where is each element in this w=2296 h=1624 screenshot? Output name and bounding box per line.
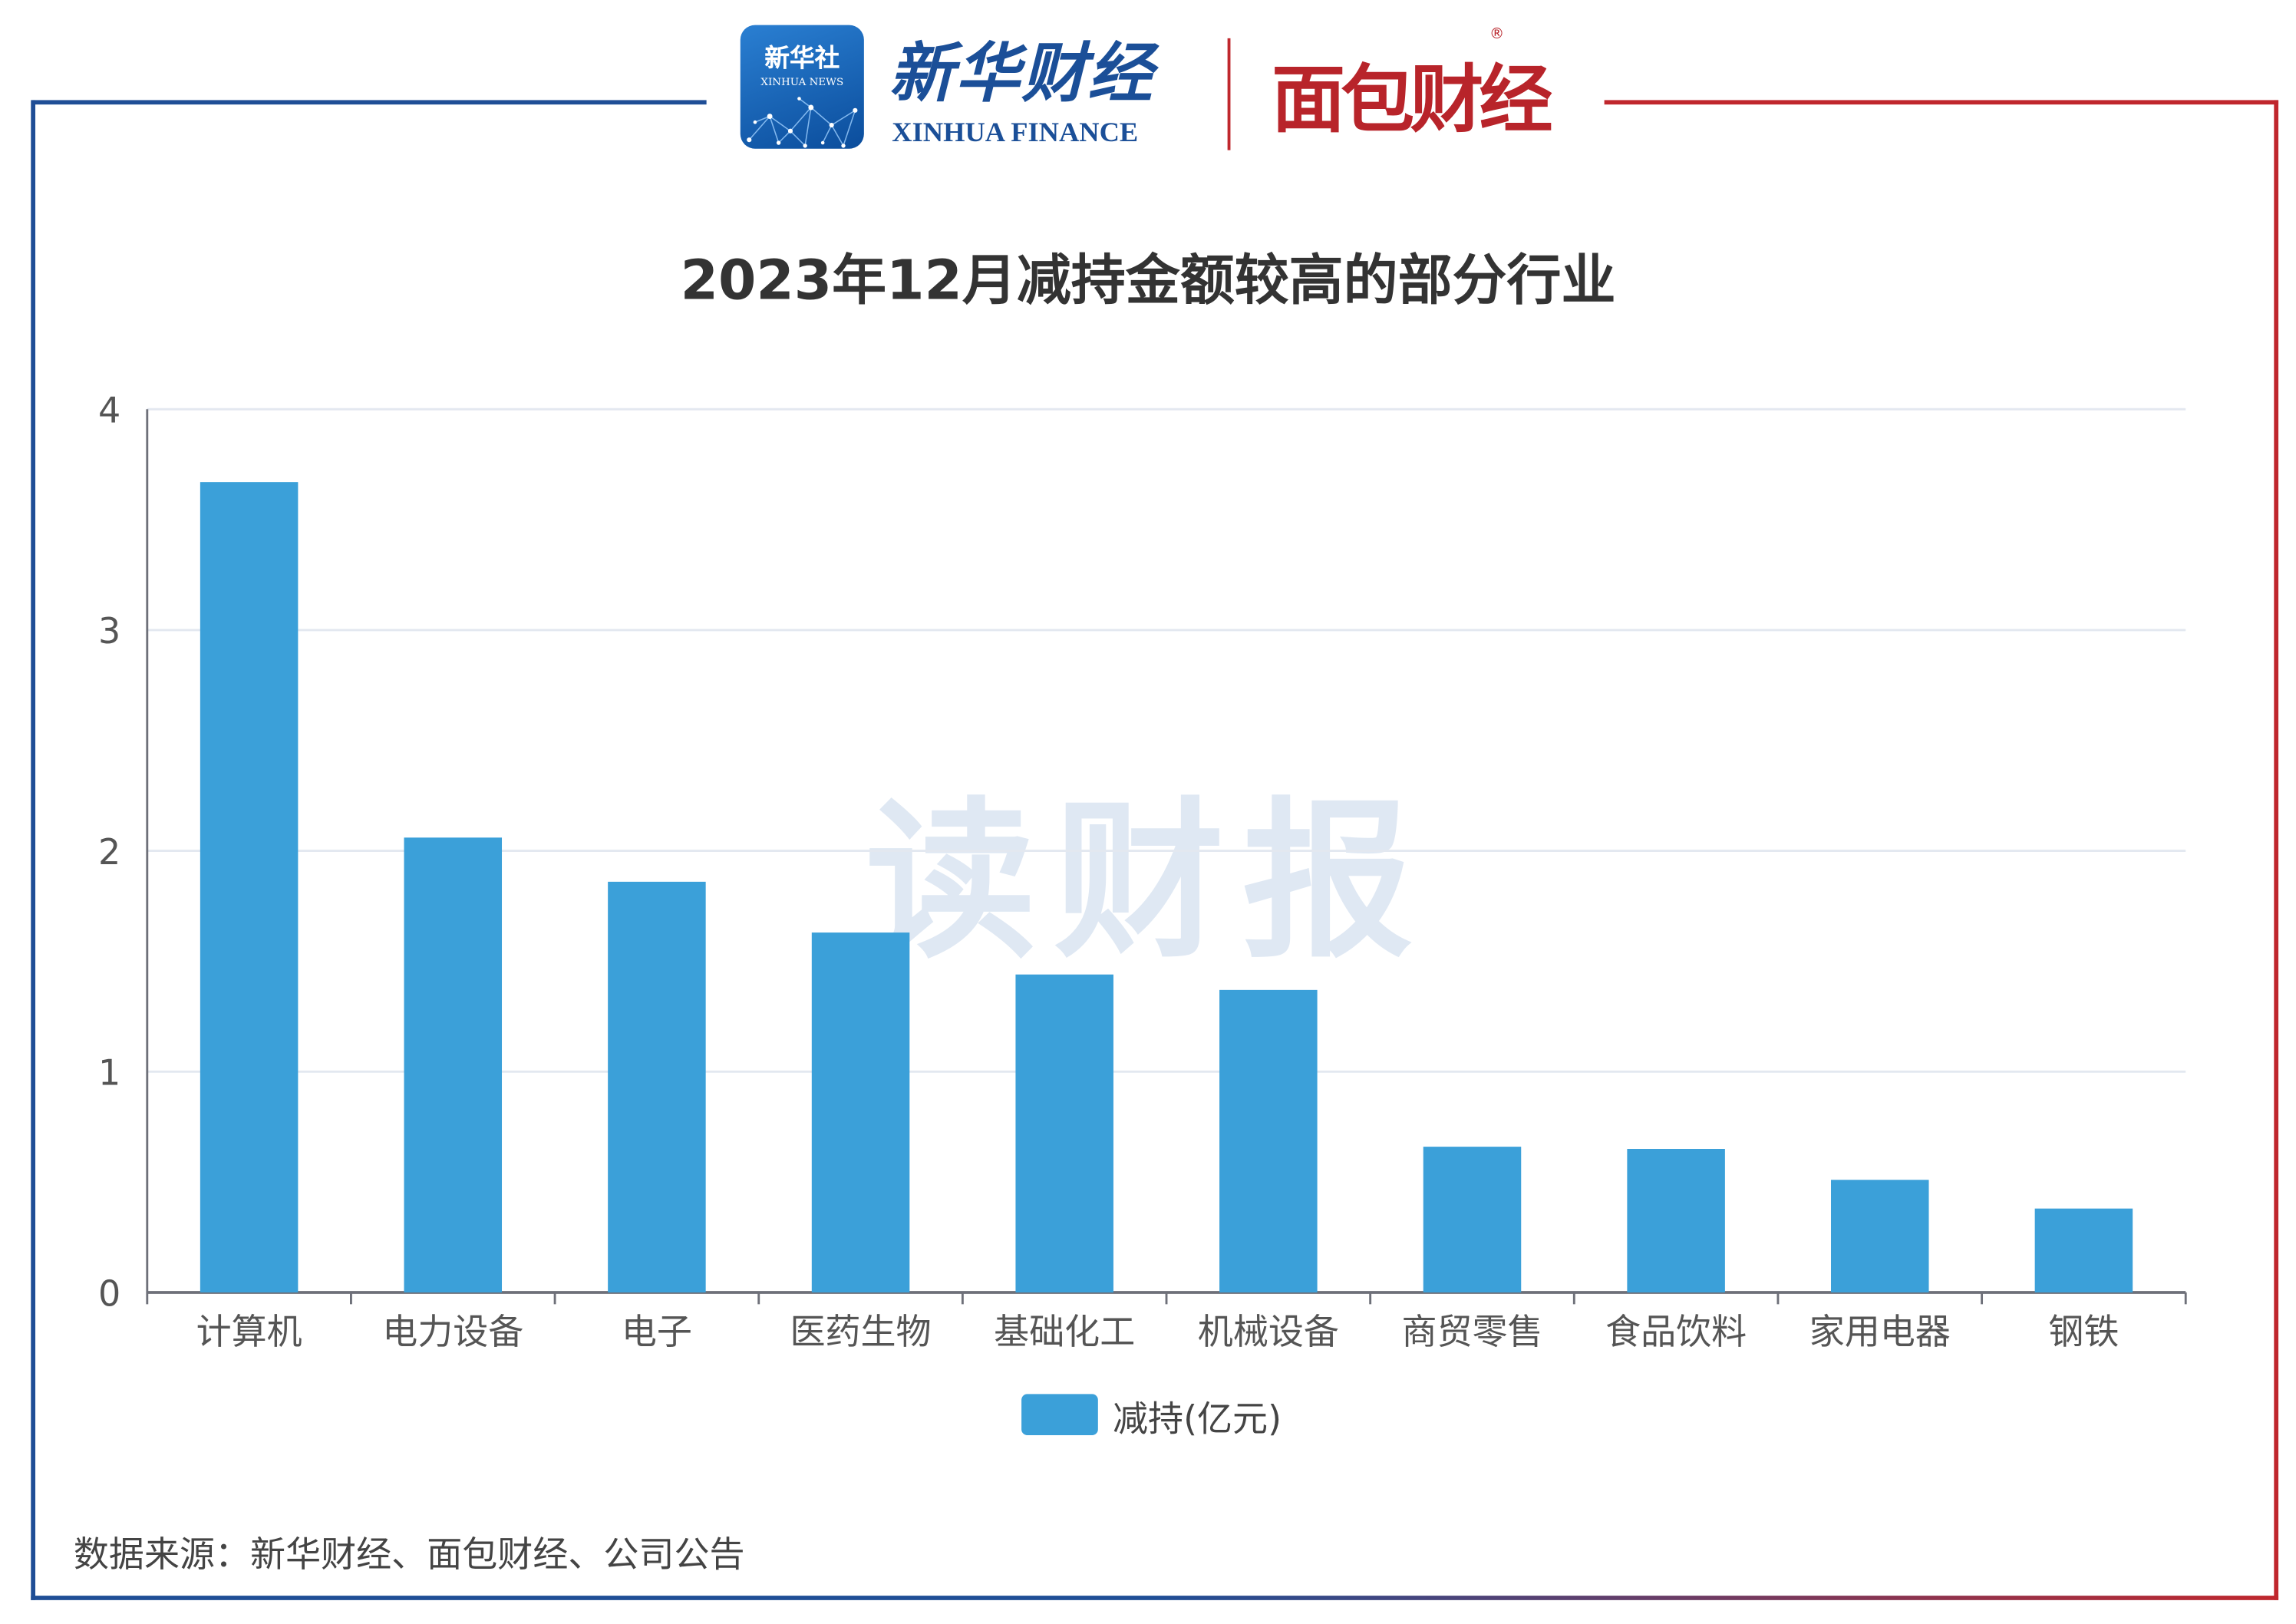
xinhua-badge-text: 新华社 [764,44,840,74]
x-tick-label: 机械设备 [1198,1311,1339,1352]
bar[interactable] [1627,1148,1725,1293]
mianbao-finance-logo: 面包财经 [1272,57,1552,144]
legend-swatch [1021,1394,1098,1436]
source-note: 数据来源：新华财经、面包财经、公司公告 [73,1533,745,1576]
legend-label: 减持(亿元) [1113,1398,1282,1440]
header-divider [1227,38,1231,150]
registered-mark: ® [1489,26,1505,43]
y-tick-label: 0 [98,1272,120,1314]
bar[interactable] [200,482,299,1293]
xinhua-news-logo: 新华社 XINHUA NEWS [740,25,864,149]
xinhua-finance-logo-en: XINHUA FINANCE [892,117,1139,149]
bar[interactable] [1219,989,1318,1293]
y-tick-label: 2 [98,831,120,873]
frame-bottom-line [31,1596,2279,1600]
frame-left-line [31,100,36,1600]
x-tick-label: 商贸零售 [1401,1311,1542,1352]
y-tick-label: 1 [98,1052,120,1094]
bar[interactable] [1423,1147,1522,1293]
x-tick-label: 计算机 [196,1311,302,1352]
y-tick-label: 3 [98,610,120,652]
x-tick-label: 家用电器 [1809,1311,1951,1352]
bar[interactable] [1831,1180,1929,1293]
bar[interactable] [608,881,706,1293]
frame-right-line [2274,100,2279,1600]
bar[interactable] [2034,1208,2133,1293]
frame-top-left-line [32,100,707,105]
header-logos: 新华社 XINHUA NEWS 新华财经 XINHUA FINANCE 面包财经 [736,21,1575,156]
x-tick-label: 电子 [622,1311,692,1352]
xinhua-finance-logo-cn: 新华财经 [889,36,1154,112]
x-tick-label: 电力设备 [382,1311,523,1352]
frame-top-right-line [1604,100,2279,105]
x-tick-label: 医药生物 [790,1311,932,1352]
bar[interactable] [1015,974,1113,1293]
x-tick-label: 基础化工 [994,1311,1135,1352]
bar[interactable] [811,932,910,1293]
bar[interactable] [404,837,503,1293]
network-icon [747,97,858,148]
watermark: 读财报 [865,783,1431,982]
x-tick-label: 钢铁 [2048,1311,2119,1352]
xinhua-badge-subtext: XINHUA NEWS [760,76,844,89]
chart-title: 2023年12月减持金额较高的部分行业 [680,249,1616,312]
x-tick-label: 食品饮料 [1605,1311,1747,1352]
y-tick-label: 4 [98,389,120,431]
